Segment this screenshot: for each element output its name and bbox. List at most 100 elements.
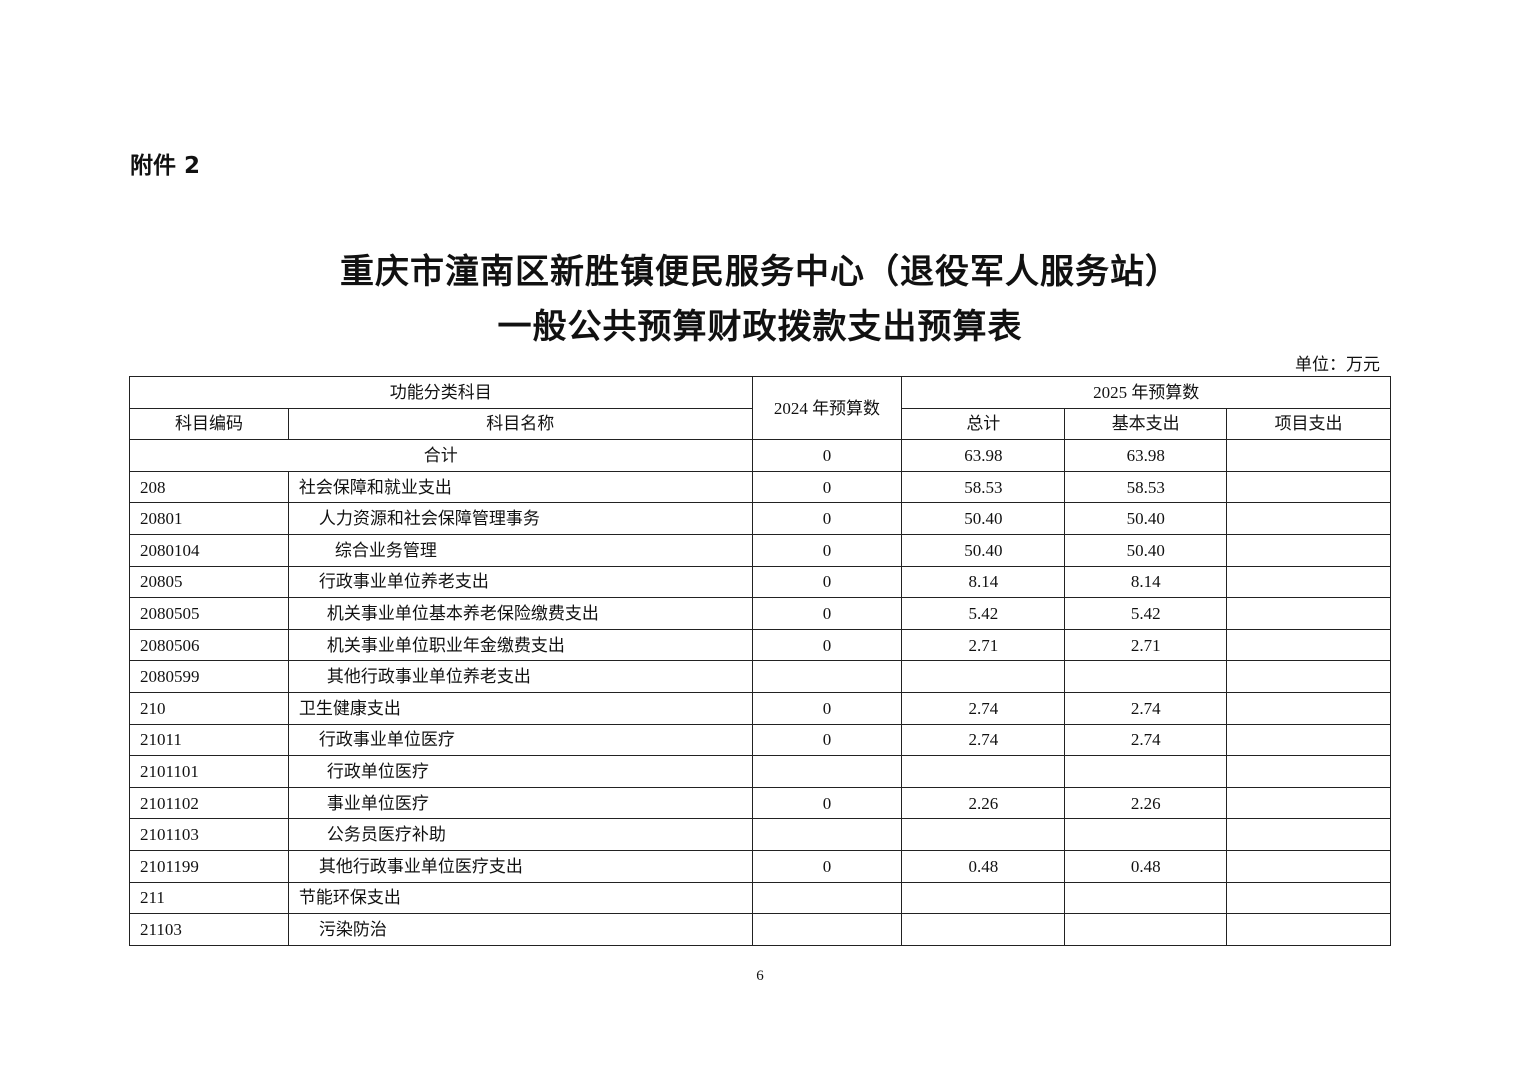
header-functional-class: 功能分类科目 (129, 376, 753, 409)
row-basic: 50.40 (1064, 533, 1228, 567)
row-b2024: 0 (751, 502, 903, 535)
row-b2024: 0 (751, 597, 903, 630)
table-row: 2080506 机关事业单位职业年金缴费支出 0 2.71 2.71 (129, 628, 1391, 662)
row-basic: 2.74 (1064, 723, 1228, 757)
row-name: 行政事业单位养老支出 (287, 565, 753, 599)
row-project (1226, 597, 1391, 630)
row-project (1226, 786, 1391, 820)
row-project (1226, 470, 1391, 504)
row-name: 机关事业单位基本养老保险缴费支出 (287, 597, 753, 630)
attachment-label: 附件 2 (130, 153, 201, 179)
row-total: 58.53 (901, 470, 1066, 504)
row-project (1226, 628, 1391, 662)
total-b2024: 0 (751, 439, 903, 472)
row-code: 21103 (129, 913, 289, 946)
row-project (1226, 533, 1391, 567)
header-total: 总计 (901, 407, 1066, 441)
row-basic: 2.74 (1064, 691, 1228, 725)
row-total: 50.40 (901, 533, 1066, 567)
row-b2024: 0 (751, 628, 903, 662)
table-row: 2101101 行政单位医疗 (129, 755, 1391, 788)
row-name: 综合业务管理 (287, 533, 753, 567)
table-row: 2080505 机关事业单位基本养老保险缴费支出 0 5.42 5.42 (129, 597, 1391, 630)
row-b2024: 0 (751, 565, 903, 599)
total-project (1226, 439, 1391, 472)
row-project (1226, 691, 1391, 725)
row-name: 机关事业单位职业年金缴费支出 (287, 628, 753, 662)
row-code: 20801 (129, 502, 289, 535)
row-code: 21011 (129, 723, 289, 757)
row-name: 其他行政事业单位养老支出 (287, 660, 753, 693)
table-row: 21103 污染防治 (129, 913, 1391, 946)
row-total: 8.14 (901, 565, 1066, 599)
row-b2024: 0 (751, 470, 903, 504)
table-row: 21011 行政事业单位医疗 0 2.74 2.74 (129, 723, 1391, 757)
page-number: 6 (756, 968, 764, 984)
row-project (1226, 849, 1391, 883)
row-basic: 2.71 (1064, 628, 1228, 662)
row-name: 社会保障和就业支出 (287, 470, 753, 504)
row-b2024 (751, 818, 903, 851)
row-b2024: 0 (751, 533, 903, 567)
table-row: 20805 行政事业单位养老支出 0 8.14 8.14 (129, 565, 1391, 599)
row-total: 2.74 (901, 723, 1066, 757)
row-b2024: 0 (751, 786, 903, 820)
row-total (901, 755, 1066, 788)
row-code: 2080599 (129, 660, 289, 693)
row-code: 2101103 (129, 818, 289, 851)
row-total: 50.40 (901, 502, 1066, 535)
table-row: 20801 人力资源和社会保障管理事务 0 50.40 50.40 (129, 502, 1391, 535)
row-code: 208 (129, 470, 289, 504)
row-basic: 5.42 (1064, 597, 1228, 630)
row-total: 0.48 (901, 849, 1066, 883)
row-code: 211 (129, 881, 289, 915)
row-name: 公务员医疗补助 (287, 818, 753, 851)
row-basic (1064, 818, 1228, 851)
row-name: 节能环保支出 (287, 881, 753, 915)
row-project (1226, 723, 1391, 757)
row-b2024 (751, 660, 903, 693)
row-code: 20805 (129, 565, 289, 599)
page-subtitle: 一般公共预算财政拨款支出预算表 (497, 309, 1023, 346)
row-project (1226, 660, 1391, 693)
row-project (1226, 502, 1391, 535)
row-b2024: 0 (751, 849, 903, 883)
row-name: 污染防治 (287, 913, 753, 946)
row-total: 2.74 (901, 691, 1066, 725)
row-name: 行政事业单位医疗 (287, 723, 753, 757)
table-row: 2101102 事业单位医疗 0 2.26 2.26 (129, 786, 1391, 820)
header-row: 科目编码 科目名称 总计 基本支出 项目支出 (129, 407, 1391, 441)
row-code: 2101199 (129, 849, 289, 883)
table-row: 2080599 其他行政事业单位养老支出 (129, 660, 1391, 693)
header-name: 科目名称 (287, 407, 753, 441)
row-code: 2080506 (129, 628, 289, 662)
row-total: 2.71 (901, 628, 1066, 662)
header-basic: 基本支出 (1064, 407, 1228, 441)
row-total: 2.26 (901, 786, 1066, 820)
row-name: 事业单位医疗 (287, 786, 753, 820)
row-basic: 58.53 (1064, 470, 1228, 504)
row-basic: 2.26 (1064, 786, 1228, 820)
row-total (901, 913, 1066, 946)
table-row: 2101103 公务员医疗补助 (129, 818, 1391, 851)
row-code: 2080505 (129, 597, 289, 630)
total-label: 合计 (129, 439, 753, 472)
row-b2024 (751, 881, 903, 915)
row-code: 2101101 (129, 755, 289, 788)
header-project: 项目支出 (1226, 407, 1391, 441)
total-basic: 63.98 (1064, 439, 1228, 472)
row-b2024 (751, 755, 903, 788)
row-basic: 8.14 (1064, 565, 1228, 599)
row-name: 行政单位医疗 (287, 755, 753, 788)
row-b2024: 0 (751, 691, 903, 725)
table-row: 2080104 综合业务管理 0 50.40 50.40 (129, 533, 1391, 567)
row-b2024 (751, 913, 903, 946)
unit-label: 单位：万元 (1295, 355, 1380, 374)
row-total (901, 818, 1066, 851)
page-title: 重庆市潼南区新胜镇便民服务中心（退役军人服务站） (340, 254, 1180, 291)
row-basic (1064, 913, 1228, 946)
row-name: 其他行政事业单位医疗支出 (287, 849, 753, 883)
row-code: 210 (129, 691, 289, 725)
budget-table: 功能分类科目 2024 年预算数 2025 年预算数 科目编码 科目名称 总计 … (129, 375, 1391, 946)
total-row: 合计 0 63.98 63.98 (129, 439, 1391, 472)
